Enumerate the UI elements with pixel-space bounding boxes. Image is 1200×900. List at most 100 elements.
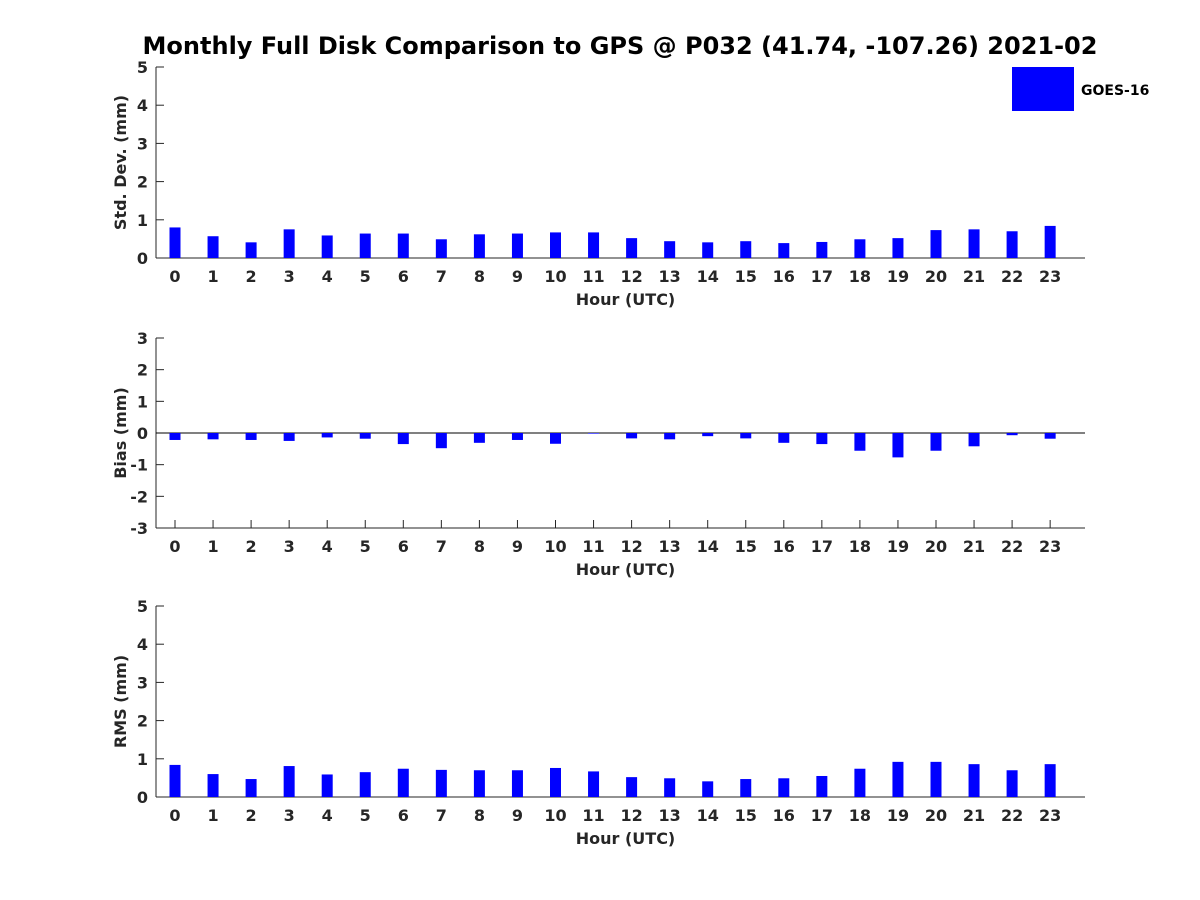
rms-y-axis-label: RMS (mm)	[111, 655, 130, 748]
rms-x-tick-label: 12	[620, 806, 642, 825]
std-dev-bar	[854, 239, 866, 258]
rms-bar	[511, 770, 523, 797]
bias-y-tick-label: 3	[137, 329, 148, 348]
rms-bar	[359, 772, 371, 797]
bias-bar	[702, 433, 714, 437]
bias-x-tick-label: 20	[925, 537, 947, 556]
bias-x-tick-label: 10	[544, 537, 566, 556]
rms-y-tick-label: 3	[137, 673, 148, 692]
rms-x-tick-label: 16	[773, 806, 795, 825]
rms-bar	[892, 761, 904, 797]
rms-bar	[588, 771, 600, 797]
bias-bar	[207, 433, 219, 440]
rms-x-tick-label: 0	[169, 806, 180, 825]
bias-x-tick-label: 17	[811, 537, 833, 556]
bias-x-tick-label: 22	[1001, 537, 1023, 556]
bias-bar	[245, 433, 257, 440]
std-dev-bar	[816, 241, 828, 258]
bias-x-tick-label: 15	[735, 537, 757, 556]
rms-x-tick-label: 18	[849, 806, 871, 825]
bias-y-tick-label: -3	[130, 519, 148, 538]
std-dev-x-tick-label: 0	[169, 267, 180, 286]
rms-bar	[1044, 764, 1056, 797]
bias-bar	[169, 433, 181, 440]
rms-x-tick-label: 4	[322, 806, 333, 825]
std-dev-bar	[321, 235, 333, 258]
bias-y-tick-label: 2	[137, 361, 148, 380]
rms-x-tick-label: 10	[544, 806, 566, 825]
bias-bar	[473, 433, 485, 443]
std-dev-x-axis-label: Hour (UTC)	[576, 290, 676, 309]
std-dev-bar	[968, 229, 980, 258]
bias-y-tick-label: 0	[137, 424, 148, 443]
bias-x-tick-label: 7	[436, 537, 447, 556]
bias-y-tick-label: 1	[137, 392, 148, 411]
rms-bar	[664, 778, 676, 797]
std-dev-x-tick-label: 1	[207, 267, 218, 286]
std-dev-x-tick-label: 21	[963, 267, 985, 286]
std-dev-x-tick-label: 23	[1039, 267, 1061, 286]
bias-x-tick-label: 18	[849, 537, 871, 556]
rms-bar	[740, 779, 752, 797]
std-dev-bar	[1006, 231, 1018, 258]
bias-x-tick-label: 3	[284, 537, 295, 556]
rms-bar	[1006, 770, 1018, 797]
bias-bar	[816, 433, 828, 445]
std-dev-y-tick-label: 5	[137, 58, 148, 77]
rms-bar	[550, 767, 561, 797]
bias-bar	[435, 433, 447, 449]
std-dev-x-tick-label: 22	[1001, 267, 1023, 286]
bias-bar	[892, 433, 904, 458]
std-dev-bar	[397, 233, 409, 258]
rms-x-tick-label: 15	[735, 806, 757, 825]
bias-x-tick-label: 11	[582, 537, 604, 556]
bias-x-tick-label: 1	[207, 537, 218, 556]
bias-x-tick-label: 19	[887, 537, 909, 556]
bias-x-tick-label: 13	[659, 537, 681, 556]
std-dev-y-tick-label: 3	[137, 134, 148, 153]
rms-x-axis-label: Hour (UTC)	[576, 829, 676, 848]
rms-x-tick-label: 1	[207, 806, 218, 825]
std-dev-bar	[664, 241, 676, 258]
rms-x-tick-label: 7	[436, 806, 447, 825]
std-dev-x-tick-label: 10	[544, 267, 566, 286]
bias-x-tick-label: 12	[620, 537, 642, 556]
std-dev-bar	[740, 241, 752, 258]
rms-x-tick-label: 11	[582, 806, 604, 825]
std-dev-x-tick-label: 2	[246, 267, 257, 286]
rms-x-tick-label: 13	[659, 806, 681, 825]
std-dev-x-tick-label: 3	[284, 267, 295, 286]
bias-x-tick-label: 16	[773, 537, 795, 556]
bias-bar	[930, 433, 942, 451]
rms-x-tick-label: 3	[284, 806, 295, 825]
std-dev-x-tick-label: 5	[360, 267, 371, 286]
rms-y-tick-label: 0	[137, 788, 148, 807]
rms-bar	[778, 778, 790, 797]
std-dev-x-tick-label: 16	[773, 267, 795, 286]
rms-x-tick-label: 5	[360, 806, 371, 825]
std-dev-bar	[588, 232, 600, 258]
std-dev-bar	[245, 242, 257, 258]
rms-y-tick-label: 2	[137, 712, 148, 731]
rms-x-tick-label: 9	[512, 806, 523, 825]
bias-x-tick-label: 14	[697, 537, 719, 556]
bias-y-axis-label: Bias (mm)	[111, 387, 130, 479]
std-dev-y-tick-label: 2	[137, 173, 148, 192]
bias-x-tick-label: 6	[398, 537, 409, 556]
bias-x-tick-label: 4	[322, 537, 333, 556]
std-dev-bar	[511, 233, 523, 258]
rms-x-tick-label: 14	[697, 806, 719, 825]
bias-x-axis-label: Hour (UTC)	[576, 560, 676, 579]
rms-bar	[930, 761, 942, 797]
rms-bar	[473, 770, 485, 797]
std-dev-x-tick-label: 13	[659, 267, 681, 286]
bias-x-tick-label: 2	[246, 537, 257, 556]
bias-x-tick-label: 5	[360, 537, 371, 556]
std-dev-x-tick-label: 20	[925, 267, 947, 286]
bias-y-tick-label: -2	[130, 487, 148, 506]
bias-x-tick-label: 0	[169, 537, 180, 556]
bias-bar	[626, 433, 638, 439]
bias-bar	[397, 433, 409, 445]
